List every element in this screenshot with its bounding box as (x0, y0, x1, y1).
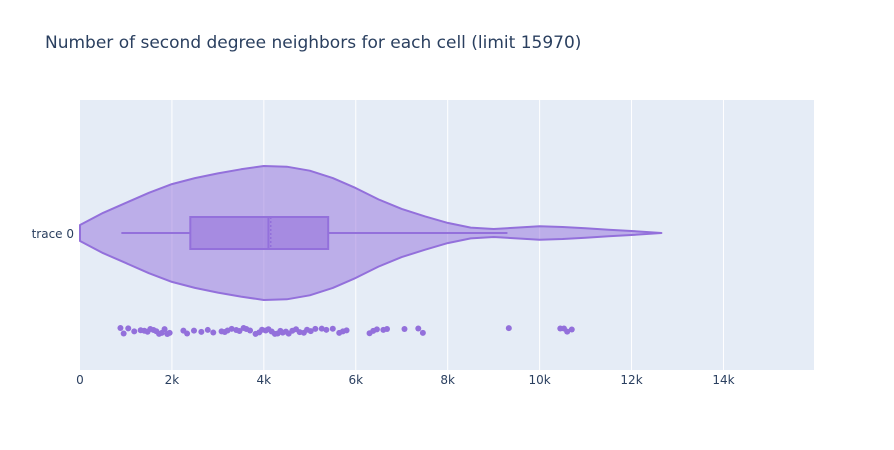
data-point[interactable] (204, 326, 211, 333)
data-point[interactable] (210, 329, 217, 336)
data-point[interactable] (117, 325, 124, 331)
iqr-box[interactable] (189, 216, 330, 250)
data-point[interactable] (247, 327, 254, 334)
data-point[interactable] (161, 326, 168, 333)
data-point[interactable] (190, 327, 197, 334)
points-group[interactable] (117, 325, 575, 337)
chart-title: Number of second degree neighbors for ea… (45, 33, 582, 53)
x-tick-label: 8k (440, 373, 455, 387)
data-point[interactable] (329, 325, 336, 332)
data-point[interactable] (373, 326, 380, 333)
data-point[interactable] (323, 326, 330, 333)
data-point[interactable] (307, 328, 314, 335)
data-point[interactable] (166, 329, 173, 336)
data-point[interactable] (384, 326, 391, 333)
x-tick-label: 2k (165, 373, 180, 387)
x-tick-label: 10k (529, 373, 551, 387)
data-point[interactable] (568, 326, 575, 333)
data-point[interactable] (318, 325, 325, 332)
data-point[interactable] (198, 328, 205, 335)
x-tick-label: 6k (348, 373, 363, 387)
y-tick-label: trace 0 (32, 227, 74, 241)
data-point[interactable] (236, 327, 243, 334)
x-tick-label: 0 (76, 373, 84, 387)
x-tick-label: 4k (257, 373, 272, 387)
data-point[interactable] (131, 328, 138, 335)
data-point[interactable] (228, 325, 235, 332)
data-point[interactable] (564, 328, 571, 335)
data-point[interactable] (419, 329, 426, 336)
violin-group[interactable] (79, 165, 663, 301)
data-point[interactable] (415, 325, 422, 332)
x-tick-label: 12k (620, 373, 642, 387)
x-axis-ticks: 0 2k 4k 6k 8k 10k 12k 14k (76, 373, 734, 387)
data-point[interactable] (120, 330, 127, 337)
data-point[interactable] (312, 325, 319, 332)
data-point[interactable] (125, 325, 132, 332)
data-point[interactable] (505, 325, 512, 332)
data-point[interactable] (401, 326, 408, 333)
data-point[interactable] (343, 327, 350, 334)
data-point[interactable] (184, 330, 191, 337)
x-tick-label: 14k (712, 373, 734, 387)
